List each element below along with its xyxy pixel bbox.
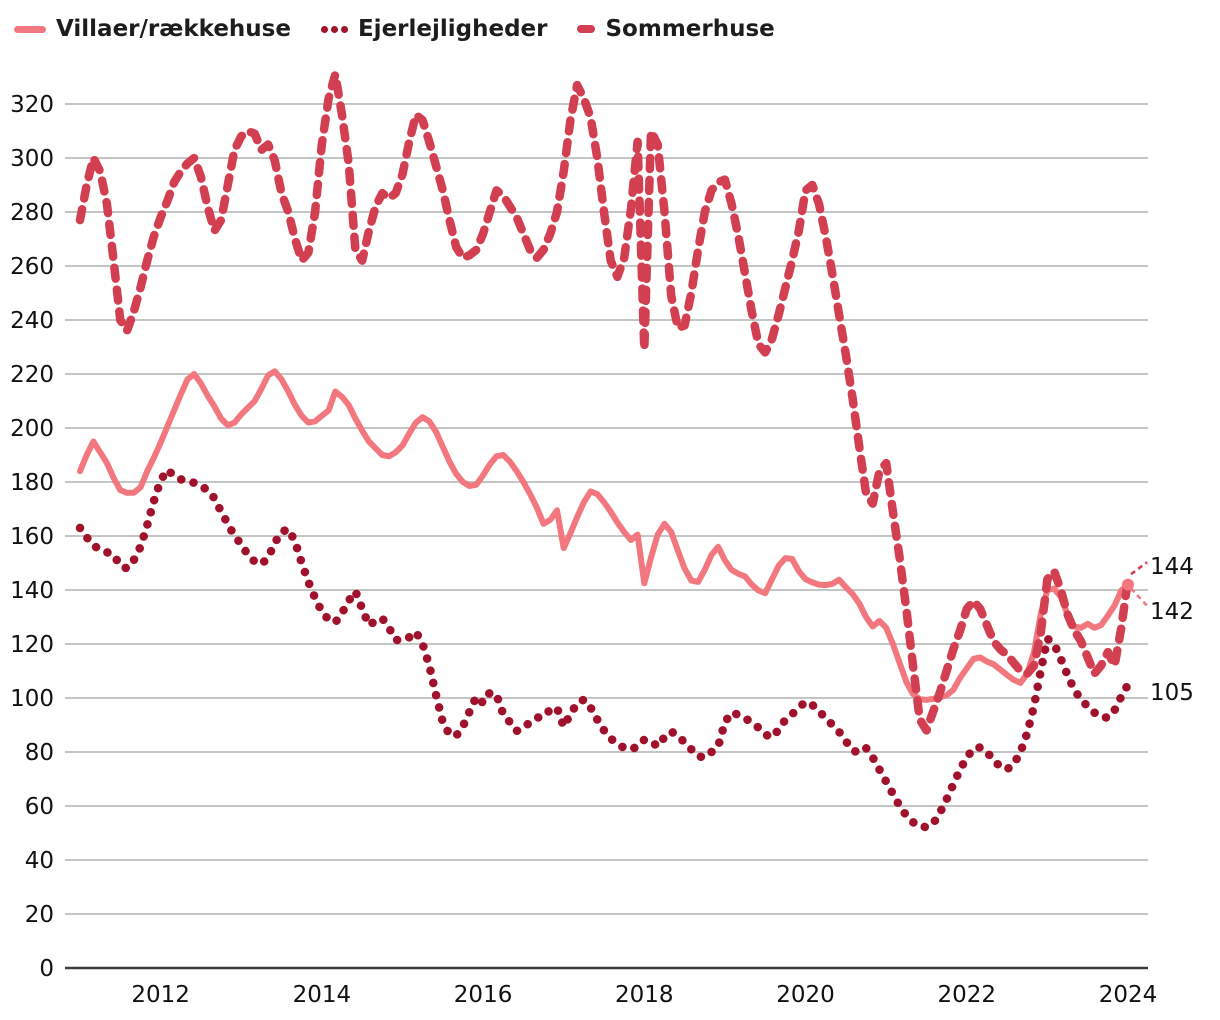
sommerhuse-dash-swatch-icon — [577, 25, 596, 33]
y-tick-label-160: 160 — [10, 524, 54, 550]
legend-item-ejerlejligheder: Ejerlejligheder — [320, 16, 548, 42]
y-tick-label-140: 140 — [10, 578, 54, 604]
legend: Villaer/rækkehuse Ejerlejligheder Sommer… — [14, 16, 775, 42]
series-line-ejerlejligheder — [75, 465, 1133, 832]
legend-label-ejerlejligheder: Ejerlejligheder — [357, 16, 548, 42]
legend-label-sommerhuse: Sommerhuse — [605, 16, 775, 42]
end-value-label-ejerlejligheder: 105 — [1150, 680, 1194, 706]
series-line-villaer-r-kkehuse — [77, 368, 1131, 703]
y-tick-label-0: 0 — [39, 956, 54, 982]
x-tick-label-2018: 2018 — [615, 982, 674, 1008]
y-tick-label-100: 100 — [10, 686, 54, 712]
x-tick-label-2016: 2016 — [454, 982, 513, 1008]
x-tick-label-2024: 2024 — [1099, 982, 1158, 1008]
x-tick-label-2012: 2012 — [131, 982, 190, 1008]
y-tick-label-200: 200 — [10, 416, 54, 442]
y-tick-label-120: 120 — [10, 632, 54, 658]
villaer-line-swatch-icon — [14, 25, 46, 33]
x-tick-label-2014: 2014 — [293, 982, 352, 1008]
y-tick-label-180: 180 — [10, 470, 54, 496]
y-tick-label-260: 260 — [10, 254, 54, 280]
leader-line-villaer — [1130, 587, 1148, 607]
y-tick-label-300: 300 — [10, 146, 54, 172]
x-tick-label-2022: 2022 — [938, 982, 997, 1008]
y-tick-label-80: 80 — [25, 740, 54, 766]
leader-line-sommerhuse — [1130, 561, 1148, 576]
y-tick-label-40: 40 — [25, 848, 54, 874]
legend-item-sommerhuse: Sommerhuse — [577, 16, 775, 42]
end-value-label-sommerhuse: 144 — [1150, 554, 1194, 580]
y-tick-label-20: 20 — [25, 902, 54, 928]
series-line-sommerhuse — [75, 70, 1133, 735]
x-tick-label-2020: 2020 — [776, 982, 835, 1008]
y-tick-label-60: 60 — [25, 794, 54, 820]
y-tick-label-280: 280 — [10, 200, 54, 226]
end-value-label-villaer: 142 — [1150, 599, 1194, 625]
y-tick-label-220: 220 — [10, 362, 54, 388]
ejerlejligheder-dots-swatch-icon — [320, 25, 348, 33]
y-tick-label-320: 320 — [10, 92, 54, 118]
legend-label-villaer: Villaer/rækkehuse — [56, 16, 291, 42]
villaer-end-point — [1122, 578, 1135, 591]
y-tick-label-240: 240 — [10, 308, 54, 334]
legend-item-villaer: Villaer/rækkehuse — [14, 16, 291, 42]
